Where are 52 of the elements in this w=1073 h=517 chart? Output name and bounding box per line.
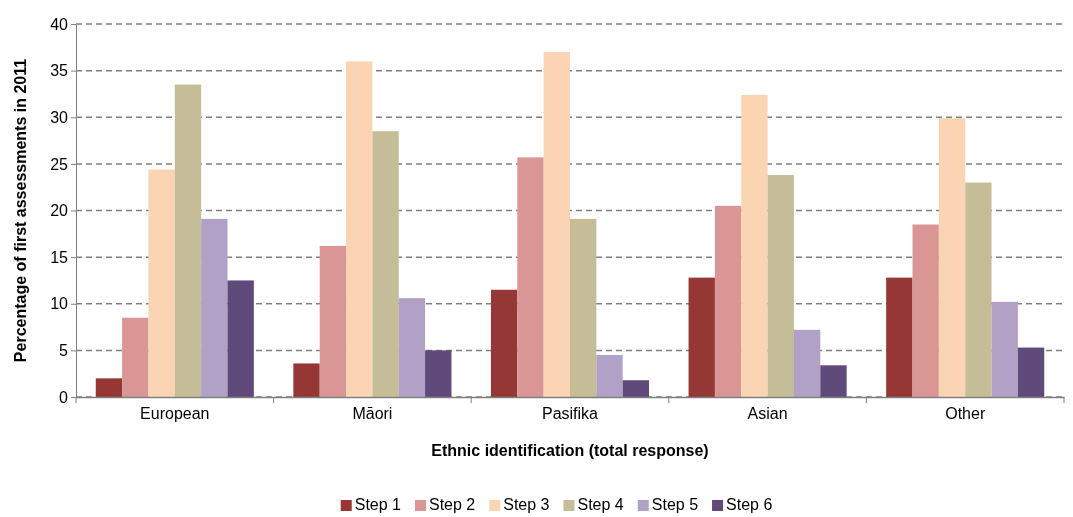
y-tick-label: 40: [50, 15, 69, 33]
bar: [174, 84, 202, 397]
bar: [293, 363, 320, 397]
bar: [517, 157, 544, 397]
bar: [227, 280, 254, 397]
bar: [714, 205, 742, 397]
bar: [793, 329, 821, 397]
bar: [543, 51, 570, 397]
bar: [201, 218, 228, 397]
bar: [767, 175, 794, 397]
x-tick-label: Asian: [747, 405, 788, 423]
bar: [372, 131, 399, 397]
legend-label: Step 6: [726, 496, 773, 513]
bar: [346, 61, 373, 397]
bar: [319, 245, 347, 397]
x-tick-label: European: [140, 405, 210, 423]
y-axis-title: Percentage of first assessments in 2011: [12, 58, 29, 363]
x-tick-label: Other: [945, 405, 986, 423]
y-tick-label: 30: [50, 108, 69, 126]
legend-label: Step 1: [354, 496, 402, 513]
y-tick-label: 20: [50, 202, 69, 220]
bar: [570, 218, 597, 397]
y-tick-label: 25: [50, 155, 69, 173]
bar: [622, 380, 650, 397]
x-tick-label: Māori: [352, 405, 393, 423]
bar: [1017, 347, 1045, 397]
y-tick-label: 10: [50, 295, 69, 313]
legend-label: Step 3: [503, 496, 550, 513]
bar: [95, 378, 123, 397]
bar: [938, 118, 966, 397]
x-tick-label: Pasifika: [541, 405, 599, 423]
x-axis-title: Ethnic identification (total response): [431, 442, 709, 459]
bar: [912, 224, 939, 397]
bar: [148, 169, 175, 397]
bar: [398, 298, 426, 397]
bar: [965, 182, 992, 397]
legend-label: Step 5: [651, 496, 699, 513]
bar: [425, 350, 452, 397]
y-tick-label: 35: [50, 62, 69, 80]
bar: [991, 301, 1018, 397]
legend-label: Step 4: [577, 496, 624, 513]
legend-label: Step 2: [428, 496, 476, 513]
bar: [820, 365, 847, 397]
bar: [122, 317, 149, 397]
y-tick-label: 15: [50, 248, 69, 266]
bar: [741, 94, 768, 397]
y-tick-label: 0: [59, 388, 69, 406]
bar: [886, 277, 913, 397]
bar: [688, 277, 715, 397]
y-tick-label: 5: [59, 341, 69, 359]
bar: [490, 289, 518, 397]
bar: [596, 355, 623, 397]
